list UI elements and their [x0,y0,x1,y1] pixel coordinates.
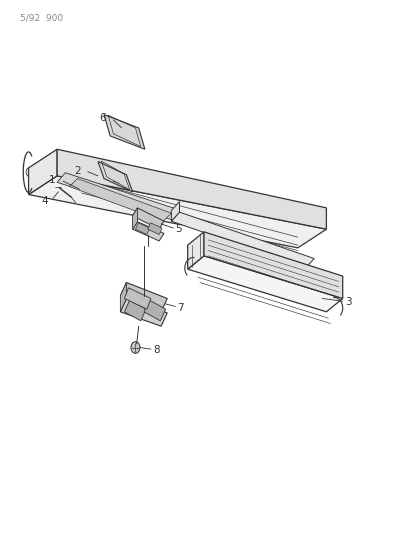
Polygon shape [57,173,180,220]
Text: 5: 5 [175,224,182,234]
Polygon shape [98,161,133,192]
Polygon shape [29,176,326,248]
Polygon shape [135,223,150,235]
Circle shape [118,125,125,134]
Polygon shape [29,149,57,195]
Text: 1: 1 [49,175,55,184]
Polygon shape [104,115,145,149]
Text: 4: 4 [42,197,48,206]
Polygon shape [57,149,326,229]
Polygon shape [133,208,164,229]
Polygon shape [120,298,167,326]
Text: 6: 6 [100,114,106,123]
Text: 2: 2 [74,166,81,175]
Polygon shape [144,300,166,321]
Polygon shape [124,288,151,309]
Polygon shape [124,300,146,321]
Circle shape [125,128,132,138]
Polygon shape [204,232,343,298]
Polygon shape [188,256,343,312]
Circle shape [54,181,62,192]
Polygon shape [133,222,164,241]
Text: 5/92  900: 5/92 900 [20,13,64,22]
Polygon shape [171,201,180,221]
Polygon shape [133,208,137,229]
Text: 8: 8 [153,345,160,355]
Polygon shape [148,223,162,235]
Polygon shape [171,212,314,268]
Polygon shape [120,282,126,312]
Polygon shape [188,232,204,269]
Text: 7: 7 [177,303,184,313]
Text: 3: 3 [345,297,351,307]
Polygon shape [120,282,167,312]
Polygon shape [69,179,171,221]
Circle shape [131,342,140,353]
